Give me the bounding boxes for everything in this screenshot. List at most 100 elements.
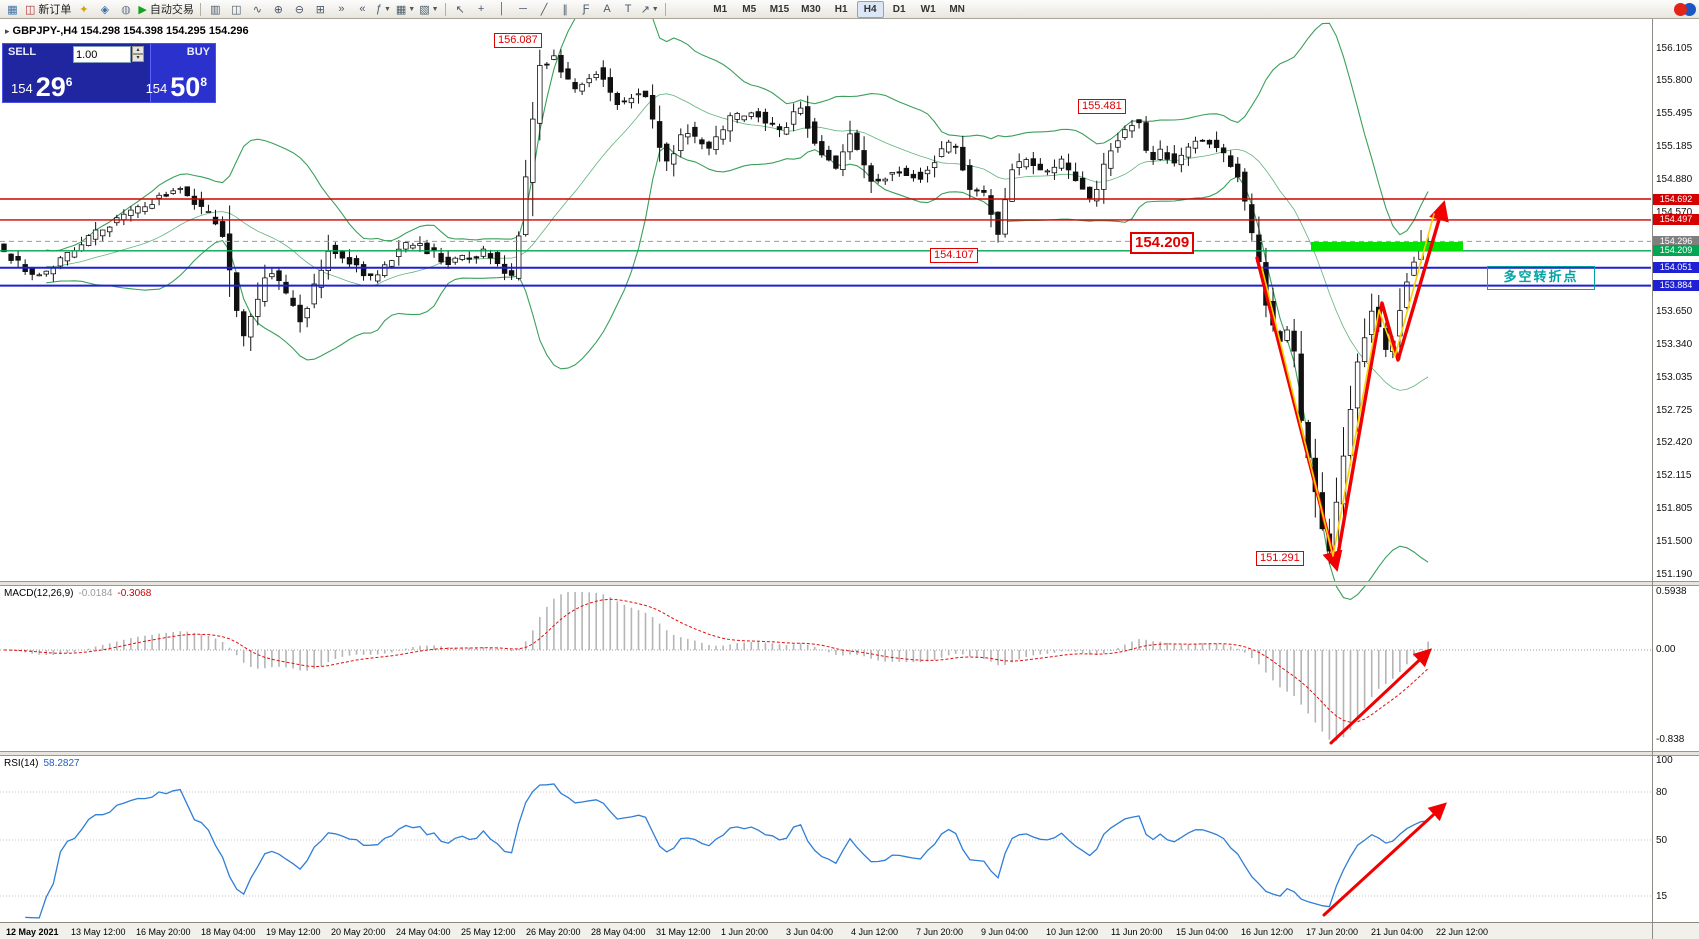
timeframe-h1[interactable]: H1 [834,3,848,15]
timeframe-m30[interactable]: M30 [801,3,821,15]
price-tag-154.497: 154.497 [1653,214,1699,226]
timeframe-w1[interactable]: W1 [920,3,936,15]
time-axis-label: 9 Jun 04:00 [981,927,1029,937]
rsi-scale-label: 50 [1656,835,1668,846]
yellow-zigzag-0[interactable] [1261,213,1435,557]
rsi-arrow-0[interactable] [1322,802,1447,917]
time-axis-label: 13 May 12:00 [71,927,126,937]
price-annotation-154.107[interactable]: 154.107 [930,248,978,263]
price-scale-tick: 153.340 [1656,338,1693,350]
candlestick-chart-icon-icon: ◫ [231,3,242,16]
auto-scroll-icon[interactable]: » [332,1,351,18]
bar-chart-icon[interactable]: ▥ [206,1,225,18]
volume-down-button[interactable]: ▾ [132,54,144,62]
fibonacci-icon[interactable]: Ƒ [577,1,596,18]
vertical-line-icon-icon: │ [498,3,506,15]
price-scale-tick: 153.035 [1656,371,1693,383]
time-scale[interactable]: 12 May 2021 13 May 12:00 16 May 20:00 18 Ma… [0,922,1699,939]
sell-price: 154 29 6 [11,72,73,102]
volume-input[interactable] [73,46,131,63]
rsi-line [25,783,1429,919]
timeframe-m5[interactable]: M5 [742,3,757,15]
chart-shift-icon[interactable]: « [353,1,372,18]
label-icon[interactable]: T [619,1,638,18]
time-axis-label: 4 Jun 12:00 [851,927,899,937]
candlestick-chart-icon[interactable]: ◫ [227,1,246,18]
bull-bear-turning-point-note[interactable]: 多空转折点 [1487,266,1595,290]
price-scale[interactable]: 156.105 155.800 155.495 155.185 154.880 154.5… [1653,19,1699,922]
price-annotation-156.087[interactable]: 156.087 [494,33,542,48]
price-scale-tick: 152.725 [1656,404,1693,416]
timeframe-m15[interactable]: M15 [769,3,790,15]
alerts-icon-icon: ✦ [79,3,89,16]
price-arrow-1[interactable] [1334,200,1449,568]
line-chart-icon-icon: ∿ [252,3,262,16]
macd-histogram [3,592,1429,741]
time-axis-label: 16 Jun 12:00 [1241,927,1294,937]
horizontal-line-icon[interactable]: ─ [514,1,533,18]
indicators-dropdown[interactable]: ƒ ▼ [374,1,393,18]
data-window-icon-icon: ◍ [121,3,131,16]
chart-shift-icon-icon: « [359,3,366,15]
timeframe-d1[interactable]: D1 [892,3,906,15]
macd-main-value: -0.0184 [78,588,113,599]
chart-symbol-icon: ▸ [5,26,10,36]
new-order-button[interactable]: ◫ 新订单 [24,1,72,18]
macd-arrow-0[interactable] [1329,648,1432,745]
price-annotation-154.209[interactable]: 154.209 [1130,232,1195,254]
timeframe-mn[interactable]: MN [949,3,965,15]
text-icon[interactable]: A [598,1,617,18]
price-annotation-151.291[interactable]: 151.291 [1256,551,1304,566]
zoom-in-icon[interactable]: ⊕ [269,1,288,18]
crosshair-icon-icon: + [477,3,485,15]
rsi-scale-label: 15 [1656,891,1668,902]
data-window-icon[interactable]: ◍ [116,1,135,18]
crosshair-icon[interactable]: + [472,1,491,18]
time-axis-label: 26 May 20:00 [526,927,581,937]
autotrading-button[interactable]: ▶ 自动交易 [137,1,194,18]
price-tag-154.209: 154.209 [1653,245,1699,257]
trendline-icon[interactable]: ╱ [535,1,554,18]
arrows-dropdown[interactable]: ↗ ▼ [640,1,660,18]
cursor-icon[interactable]: ↖ [451,1,470,18]
text-icon-icon: A [603,3,611,15]
new-order-icon: ◫ [25,3,36,16]
indicators-icon: ƒ [375,3,382,15]
autotrading-icon: ▶ [138,3,147,16]
macd-scale-label: 0.5938 [1656,586,1687,597]
vertical-line-icon[interactable]: │ [493,1,512,18]
channel-icon[interactable]: ∥ [556,1,575,18]
rsi-scale-label: 80 [1656,787,1668,798]
toolbar-separator [199,2,201,16]
chart-window-icon[interactable]: ▦ [3,1,22,18]
alerts-icon[interactable]: ✦ [74,1,93,18]
timeframe-m1[interactable]: M1 [713,3,728,15]
trendline-icon-icon: ╱ [540,3,548,16]
timeframe-h4[interactable]: H4 [856,0,884,18]
periods-dropdown[interactable]: ▦ ▼ [395,1,416,18]
chart-window-icon-icon: ▦ [7,3,18,16]
zoom-out-icon[interactable]: ⊖ [290,1,309,18]
macd-pane-resize-handle[interactable] [0,581,1699,586]
cursor-icon-icon: ↖ [455,3,465,16]
volume-up-button[interactable]: ▴ [132,46,144,54]
rsi-pane-resize-handle[interactable] [0,751,1699,756]
rsi-value: 58.2827 [43,758,80,769]
new-order-button-label: 新订单 [38,4,72,16]
price-scale-tick: 155.495 [1656,108,1693,120]
green-highlight-band[interactable] [1311,241,1463,251]
line-chart-icon[interactable]: ∿ [248,1,267,18]
market-watch-icon[interactable]: ◈ [95,1,114,18]
trend-arrows[interactable] [1255,200,1449,917]
sell-button[interactable]: SELL 154 29 6 [3,44,72,102]
tile-windows-icon[interactable]: ⊞ [311,1,330,18]
buy-button[interactable]: BUY 154 50 8 [146,44,215,102]
price-scale-tick: 151.805 [1656,503,1693,515]
price-annotation-155.481[interactable]: 155.481 [1078,99,1126,114]
templates-dropdown[interactable]: ▧ ▼ [418,1,439,18]
fibonacci-icon-icon: Ƒ [582,3,590,15]
zoom-in-icon-icon: ⊕ [273,3,283,16]
